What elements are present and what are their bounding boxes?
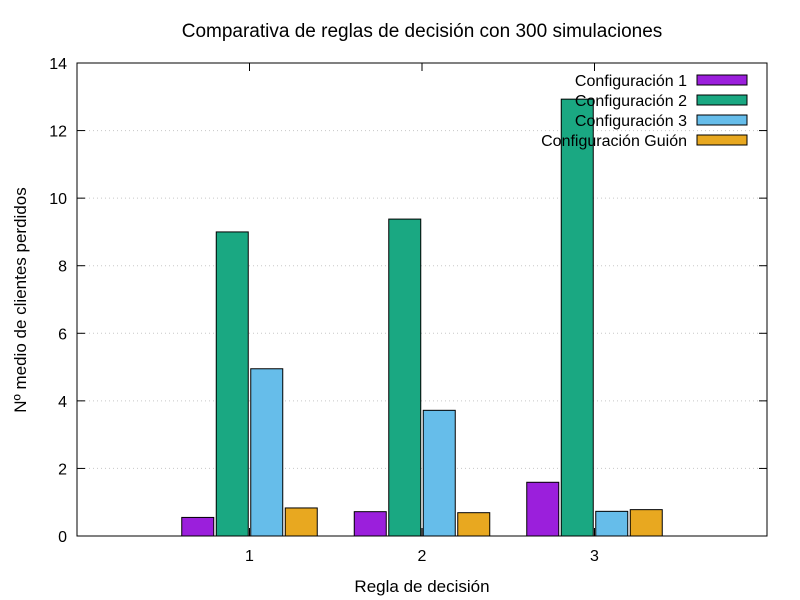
bar-3-1 <box>250 368 284 537</box>
y-tick-label: 6 <box>58 326 67 343</box>
legend-swatch <box>696 74 748 86</box>
y-tick-label: 0 <box>58 529 67 546</box>
y-tick-label: 14 <box>49 56 67 73</box>
legend-label: Configuración 3 <box>575 113 687 130</box>
legend-swatch <box>696 134 748 146</box>
x-tick-label: 3 <box>590 548 599 565</box>
bar-4-3 <box>629 509 663 537</box>
x-axis-label: Regla de decisión <box>354 577 489 596</box>
bar-3-2 <box>422 409 456 537</box>
bar-2-1 <box>215 231 249 537</box>
y-tick-label: 10 <box>49 191 67 208</box>
y-tick-label: 4 <box>58 394 67 411</box>
bar-4-2 <box>457 512 491 537</box>
y-axis-label: Nº medio de clientes perdidos <box>11 187 30 412</box>
bar-2-2 <box>388 218 422 537</box>
bar-1-1 <box>181 516 215 537</box>
y-tick-label: 8 <box>58 259 67 276</box>
grid-lines <box>77 130 767 469</box>
bar-1-2 <box>353 511 387 537</box>
bar-1-3 <box>526 481 560 537</box>
legend-label: Configuración 2 <box>575 93 687 110</box>
x-tick-label: 1 <box>245 548 254 565</box>
bar-4-1 <box>284 507 318 537</box>
y-tick-label: 12 <box>49 124 67 141</box>
chart-title: Comparativa de reglas de decisión con 30… <box>182 21 663 42</box>
bar-3-3 <box>595 510 629 537</box>
legend: Configuración 1 Configuración 2 Configurac… <box>541 73 748 150</box>
bar-2-3 <box>560 98 594 537</box>
y-tick-label: 2 <box>58 461 67 478</box>
legend-label: Configuración 1 <box>575 73 687 90</box>
legend-swatch <box>696 94 748 106</box>
legend-swatch <box>696 114 748 126</box>
x-tick-label: 2 <box>418 548 427 565</box>
legend-label: Configuración Guión <box>541 133 687 150</box>
bars <box>181 98 663 537</box>
